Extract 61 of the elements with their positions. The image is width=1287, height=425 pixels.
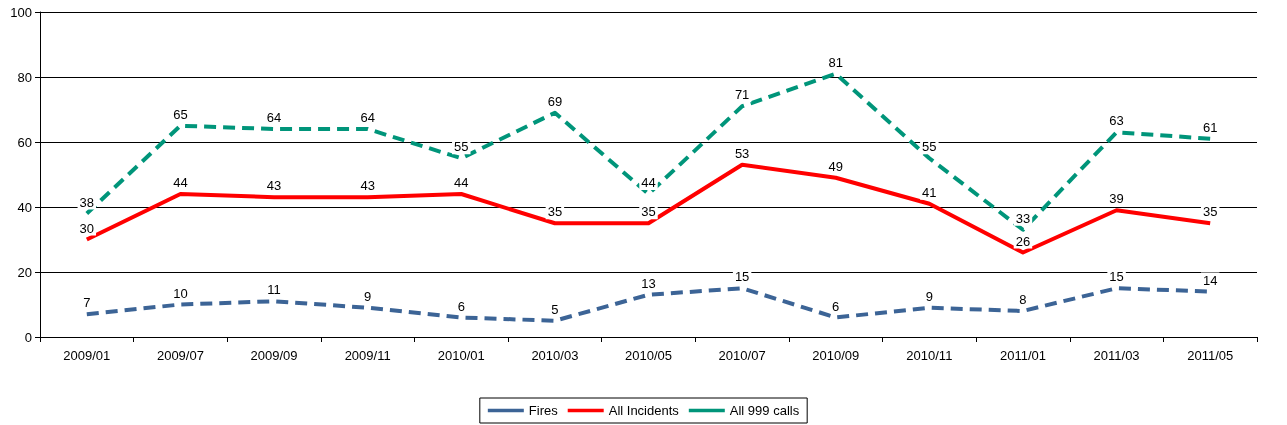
data-label: 7 xyxy=(83,295,91,311)
data-label: 11 xyxy=(267,282,281,298)
x-tick-label: 2010/11 xyxy=(906,348,953,363)
data-label: 30 xyxy=(79,220,95,236)
data-label: 44 xyxy=(641,175,656,190)
data-label: 14 xyxy=(1202,272,1218,288)
data-label: 35 xyxy=(1202,204,1218,220)
data-label: 5 xyxy=(551,301,559,317)
data-label: 26 xyxy=(1015,233,1031,249)
data-label: 35 xyxy=(641,204,656,220)
data-label: 43 xyxy=(266,178,282,194)
x-tick-label: 2010/07 xyxy=(718,348,766,363)
data-label: 41 xyxy=(922,184,937,200)
y-tick-label: 40 xyxy=(17,199,32,215)
data-label: 49 xyxy=(828,158,843,174)
data-label: 55 xyxy=(454,139,469,155)
x-tick-label: 2011/01 xyxy=(999,348,1046,363)
data-label: 44 xyxy=(454,175,469,190)
data-label: 55 xyxy=(922,139,937,155)
y-tick-label: 0 xyxy=(24,329,32,345)
data-label: 43 xyxy=(360,178,375,194)
legend-label: Fires xyxy=(528,403,559,418)
data-label: 69 xyxy=(547,93,563,109)
x-tick-label: 2011/03 xyxy=(1093,348,1140,363)
x-tick-label: 2010/09 xyxy=(812,348,860,363)
data-label: 38 xyxy=(79,194,95,210)
x-tick-label: 2010/05 xyxy=(625,348,672,363)
x-tick-label: 2009/07 xyxy=(156,348,204,363)
x-tick-label: 2009/01 xyxy=(63,348,111,363)
data-label: 39 xyxy=(1109,191,1124,207)
y-tick-label: 60 xyxy=(17,134,32,150)
data-label: 35 xyxy=(547,204,563,220)
legend-label: All 999 calls xyxy=(729,403,800,418)
data-label: 10 xyxy=(173,285,188,301)
data-label: 71 xyxy=(734,87,750,103)
x-tick-label: 2009/09 xyxy=(250,348,298,363)
data-label: 63 xyxy=(1109,113,1124,129)
legend-label: All Incidents xyxy=(608,403,680,418)
x-tick-label: 2010/03 xyxy=(531,348,579,363)
x-tick-label: 2009/11 xyxy=(344,348,391,363)
data-label: 65 xyxy=(173,106,188,122)
y-tick-label: 80 xyxy=(17,69,32,85)
data-label: 64 xyxy=(266,110,282,125)
data-label: 61 xyxy=(1202,119,1218,135)
data-label: 15 xyxy=(1109,269,1124,285)
data-label: 15 xyxy=(734,269,750,285)
x-tick-label: 2010/01 xyxy=(437,348,485,363)
data-label: 44 xyxy=(173,175,188,190)
data-label: 6 xyxy=(457,298,465,314)
data-label: 9 xyxy=(925,288,933,304)
data-label: 9 xyxy=(364,288,372,304)
data-label: 81 xyxy=(828,54,843,70)
data-label: 64 xyxy=(360,110,375,125)
data-label: 6 xyxy=(832,298,840,314)
data-label: 8 xyxy=(1019,292,1027,307)
data-label: 33 xyxy=(1015,210,1031,226)
y-tick-label: 100 xyxy=(10,4,32,20)
data-label: 13 xyxy=(641,275,656,291)
y-tick-label: 20 xyxy=(17,264,32,280)
x-tick-label: 2011/05 xyxy=(1187,348,1234,363)
data-label: 53 xyxy=(734,145,750,161)
